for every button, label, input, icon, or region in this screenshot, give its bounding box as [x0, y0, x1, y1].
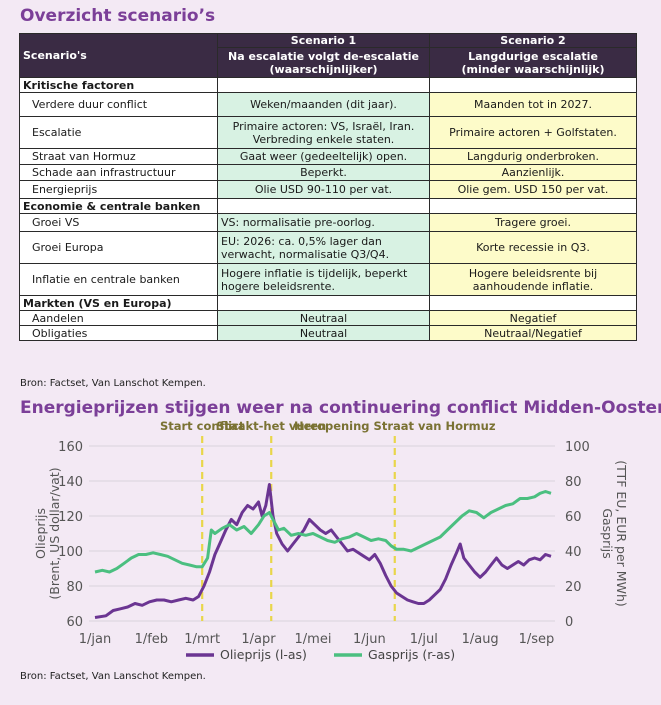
legend-label: Olieprijs (l-as): [220, 647, 307, 662]
y-right-tick-label: 0: [565, 615, 573, 630]
table-row: Groei VS VS: normalisatie pre-oorlog. Tr…: [19, 213, 637, 232]
table-row: Inflatie en centrale banken Hogere infla…: [19, 263, 637, 296]
gas-price-line: [94, 490, 552, 574]
chart-source: Bron: Factset, Van Lanschot Kempen.: [20, 671, 206, 682]
table-row: Aandelen Neutraal Negatief: [19, 310, 637, 326]
header-scenario-2-desc: Langdurige escalatie (minder waarschijnli…: [429, 47, 637, 78]
y-right-tick-label: 80: [565, 475, 582, 490]
y-left-tick-label: 160: [58, 440, 83, 455]
table-row: Straat van Hormuz Gaat weer (gedeeltelij…: [19, 148, 637, 165]
x-tick-label: 1/jun: [353, 632, 386, 647]
header-scenarios: Scenario's: [19, 33, 218, 78]
x-tick-label: 1/apr: [241, 632, 276, 647]
x-tick-label: 1/jan: [79, 632, 111, 647]
table-title: Overzicht scenario’s: [20, 6, 216, 26]
y-right-axis-title: (TTF EU, EUR per MWh): [614, 460, 629, 606]
y-left-tick-label: 120: [58, 510, 83, 525]
y-right-axis-title: Gasprijs: [600, 508, 615, 558]
y-left-tick-label: 100: [58, 545, 83, 560]
header-scenario-1: Scenario 1: [217, 33, 430, 48]
x-tick-label: 1/mrt: [184, 632, 220, 647]
y-left-tick-label: 60: [66, 615, 83, 630]
scenario-table: Scenario's Scenario 1 Scenario 2 Na esca…: [19, 33, 637, 341]
x-tick-label: 1/feb: [135, 632, 168, 647]
table-source: Bron: Factset, Van Lanschot Kempen.: [20, 378, 206, 389]
table-row: Escalatie Primaire actoren: VS, Israël, …: [19, 116, 637, 149]
y-left-axis-title: (Brent, US dollar/vat): [47, 467, 62, 599]
section-markten: Markten (VS en Europa): [19, 295, 218, 311]
event-label: Staakt-het vuren: [216, 419, 326, 433]
x-tick-label: 1/jul: [410, 632, 438, 647]
chart-title: Energieprijzen stijgen weer na continuer…: [20, 398, 661, 418]
event-label: Start conflict: [160, 419, 245, 433]
x-tick-label: 1/aug: [462, 632, 499, 647]
section-economie: Economie & centrale banken: [19, 198, 218, 214]
table-row: Groei Europa EU: 2026: ca. 0,5% lager da…: [19, 231, 637, 264]
legend-label: Gasprijs (r-as): [368, 647, 455, 662]
y-left-tick-label: 140: [58, 475, 83, 490]
y-left-axis-title: Olieprijs: [33, 508, 48, 559]
energy-price-chart: 60 80 100 120 140 160 0 20 40 60 80 100 1/jan 1/feb 1/…: [33, 419, 629, 662]
table-row: Energieprijs Olie USD 90-110 per vat. Ol…: [19, 180, 637, 199]
y-right-tick-label: 100: [565, 440, 590, 455]
y-right-tick-label: 40: [565, 545, 582, 560]
y-right-tick-label: 20: [565, 580, 582, 595]
table-row: Verdere duur conflict Weken/maanden (dit…: [19, 92, 637, 117]
y-left-tick-label: 80: [66, 580, 83, 595]
header-scenario-1-desc: Na escalatie volgt de-escalatie (waarschi…: [217, 47, 430, 78]
y-right-tick-label: 60: [565, 510, 582, 525]
oil-price-line: [94, 483, 552, 619]
table-row: Schade aan infrastructuur Beperkt. Aanzi…: [19, 164, 637, 181]
x-tick-label: 1/mei: [295, 632, 332, 647]
event-label: Heropening Straat van Hormuz: [294, 419, 496, 433]
section-kritisch: Kritische factoren: [19, 77, 218, 93]
header-scenario-2: Scenario 2: [429, 33, 637, 48]
x-tick-label: 1/sep: [519, 632, 555, 647]
table-row: Obligaties Neutraal Neutraal/Negatief: [19, 325, 637, 341]
